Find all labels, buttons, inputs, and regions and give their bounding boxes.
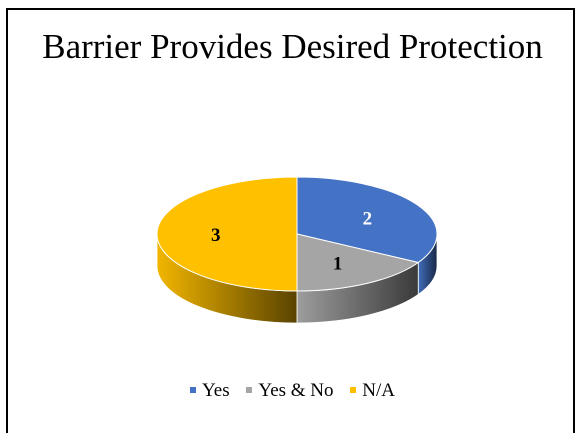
data-label-yes-no: 1 <box>333 254 343 275</box>
legend-item-na: N/A <box>350 380 395 402</box>
legend-item-yes-and-no: Yes & No <box>246 380 334 402</box>
data-label-n-a: 3 <box>211 225 221 246</box>
legend-item-yes: Yes <box>189 380 230 402</box>
pie-slice-yes <box>296 176 438 264</box>
legend-marker-na <box>350 386 357 393</box>
pie-slice-n-a <box>156 176 298 292</box>
pie-slice-yes-no <box>296 233 420 292</box>
legend-label-yes: Yes <box>201 380 230 401</box>
legend-marker-yes-and-no <box>246 386 253 393</box>
chart-title: Barrier Provides Desired Protection <box>42 27 543 66</box>
legend-marker-yes <box>189 386 196 393</box>
chart-legend: Yes Yes & No N/A <box>0 380 585 402</box>
legend-label-na: N/A <box>362 380 396 401</box>
data-label-yes: 2 <box>363 208 373 229</box>
legend-label-yes-and-no: Yes & No <box>258 380 334 401</box>
